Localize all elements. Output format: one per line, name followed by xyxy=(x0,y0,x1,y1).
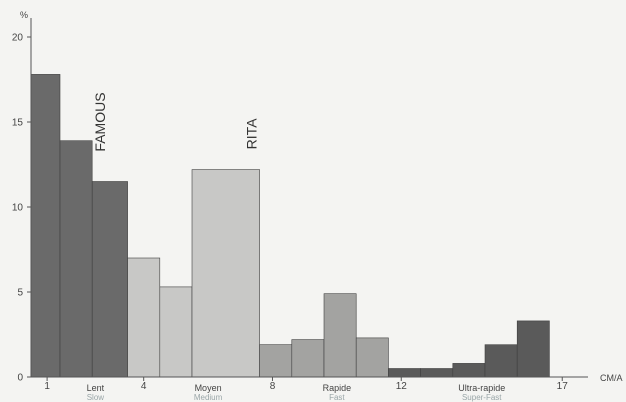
bar-11 xyxy=(388,368,421,378)
speed-class-label: Lent xyxy=(87,383,105,393)
x-tick-label: 8 xyxy=(270,381,276,392)
bar-3 xyxy=(91,181,128,378)
y-tick-label: 10 xyxy=(12,203,24,214)
speed-class-sublabel: Fast xyxy=(329,393,345,402)
x-tick-label: 12 xyxy=(396,381,408,392)
y-tick-label: 5 xyxy=(17,288,23,299)
bar-8 xyxy=(291,339,325,378)
bar-5 xyxy=(159,286,193,378)
bar-13 xyxy=(452,363,486,378)
y-axis-label: % xyxy=(20,10,28,20)
bar-9 xyxy=(323,293,357,378)
bar-4 xyxy=(127,257,161,378)
annotation-label: RITA xyxy=(243,118,259,150)
bar-6 xyxy=(191,169,260,378)
bar-1 xyxy=(30,74,61,378)
x-tick-label: 1 xyxy=(44,381,50,392)
y-tick-label: 15 xyxy=(12,118,24,129)
speed-class-sublabel: Slow xyxy=(87,393,105,402)
speed-class-label: Moyen xyxy=(195,383,222,393)
bars-group xyxy=(30,74,550,378)
bar-14 xyxy=(484,344,518,378)
annotation-label: FAMOUS xyxy=(92,92,108,151)
y-tick-label: 20 xyxy=(12,33,24,44)
speed-class-label: Rapide xyxy=(323,383,352,393)
x-ticks-group: 1 4 8 12 17 xyxy=(44,377,568,392)
bar-2 xyxy=(59,140,93,378)
bar-12 xyxy=(420,368,454,378)
speed-class-label: Ultra-rapide xyxy=(458,383,505,393)
x-tick-label: 17 xyxy=(557,381,569,392)
speed-class-sublabel: Super-Fast xyxy=(462,393,502,402)
bar-7 xyxy=(259,344,293,378)
y-tick-label: 0 xyxy=(17,373,23,384)
y-ticks-group: 0 5 10 15 20 xyxy=(12,33,31,384)
x-axis-unit: CM/A xyxy=(600,373,623,383)
x-tick-label: 4 xyxy=(141,381,147,392)
speed-class-sublabel: Medium xyxy=(194,393,223,402)
bar-15 xyxy=(516,320,550,378)
annotations-group: FAMOUS RITA xyxy=(92,92,259,151)
bar-10 xyxy=(355,337,389,378)
